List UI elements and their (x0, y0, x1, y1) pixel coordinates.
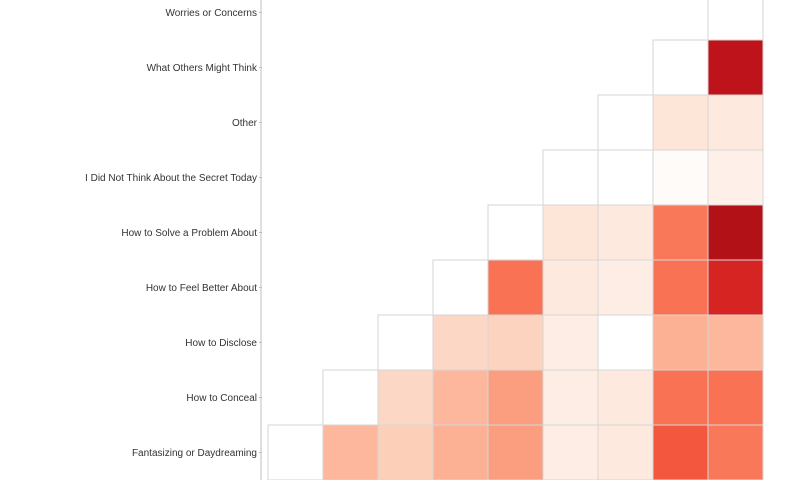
heatmap-cell (597, 204, 654, 261)
y-tick-label: Other (232, 118, 258, 129)
heatmap-cell (652, 149, 709, 206)
heatmap-cell (322, 424, 379, 480)
heatmap-cell (707, 259, 764, 316)
heatmap-cell (652, 424, 709, 480)
heatmap-cell (597, 424, 654, 480)
heatmap-cell (542, 314, 599, 371)
heatmap-cell (707, 94, 764, 151)
heatmap-cell (597, 149, 654, 206)
heatmap-cell (707, 314, 764, 371)
y-tick-label: How to Solve a Problem About (121, 228, 257, 239)
heatmap-cell (542, 369, 599, 426)
heatmap-cell (707, 149, 764, 206)
heatmap-cell (377, 314, 434, 371)
heatmap-cell (597, 94, 654, 151)
heatmap-cell (542, 424, 599, 480)
heatmap-cell (652, 39, 709, 96)
heatmap-cell (432, 369, 489, 426)
heatmap-cell (487, 369, 544, 426)
heatmap-cell (377, 424, 434, 480)
heatmap-cell (597, 369, 654, 426)
heatmap-cell (652, 314, 709, 371)
y-tick-label: How to Conceal (186, 393, 257, 404)
heatmap-cell (542, 149, 599, 206)
heatmap-cell (707, 424, 764, 480)
y-tick-label: Worries or Concerns (165, 8, 257, 19)
heatmap-cells (267, 0, 764, 480)
heatmap-cell (707, 0, 764, 41)
heatmap-cell (707, 39, 764, 96)
heatmap-cell (652, 204, 709, 261)
y-tick-label: How to Feel Better About (146, 283, 257, 294)
heatmap-cell (267, 424, 324, 480)
heatmap-cell (597, 314, 654, 371)
y-tick-label: What Others Might Think (147, 63, 258, 74)
heatmap-cell (322, 369, 379, 426)
heatmap-cell (542, 259, 599, 316)
heatmap-cell (597, 259, 654, 316)
heatmap-cell (487, 204, 544, 261)
y-tick-label: How to Disclose (185, 338, 257, 349)
heatmap-cell (652, 369, 709, 426)
heatmap-cell (652, 259, 709, 316)
heatmap-cell (707, 204, 764, 261)
y-tick-label: Fantasizing or Daydreaming (132, 448, 257, 459)
heatmap-cell (432, 424, 489, 480)
y-axis-labels: Worries or Concerns What Others Might Thi… (85, 8, 262, 459)
heatmap-cell (487, 314, 544, 371)
y-tick-label: I Did Not Think About the Secret Today (85, 173, 257, 184)
heatmap-cell (432, 314, 489, 371)
heatmap-cell (652, 94, 709, 151)
heatmap-cell (542, 204, 599, 261)
heatmap-cell (377, 369, 434, 426)
heatmap-cell (487, 424, 544, 480)
heatmap-cell (432, 259, 489, 316)
heatmap-cell (487, 259, 544, 316)
heatmap-cell (707, 369, 764, 426)
